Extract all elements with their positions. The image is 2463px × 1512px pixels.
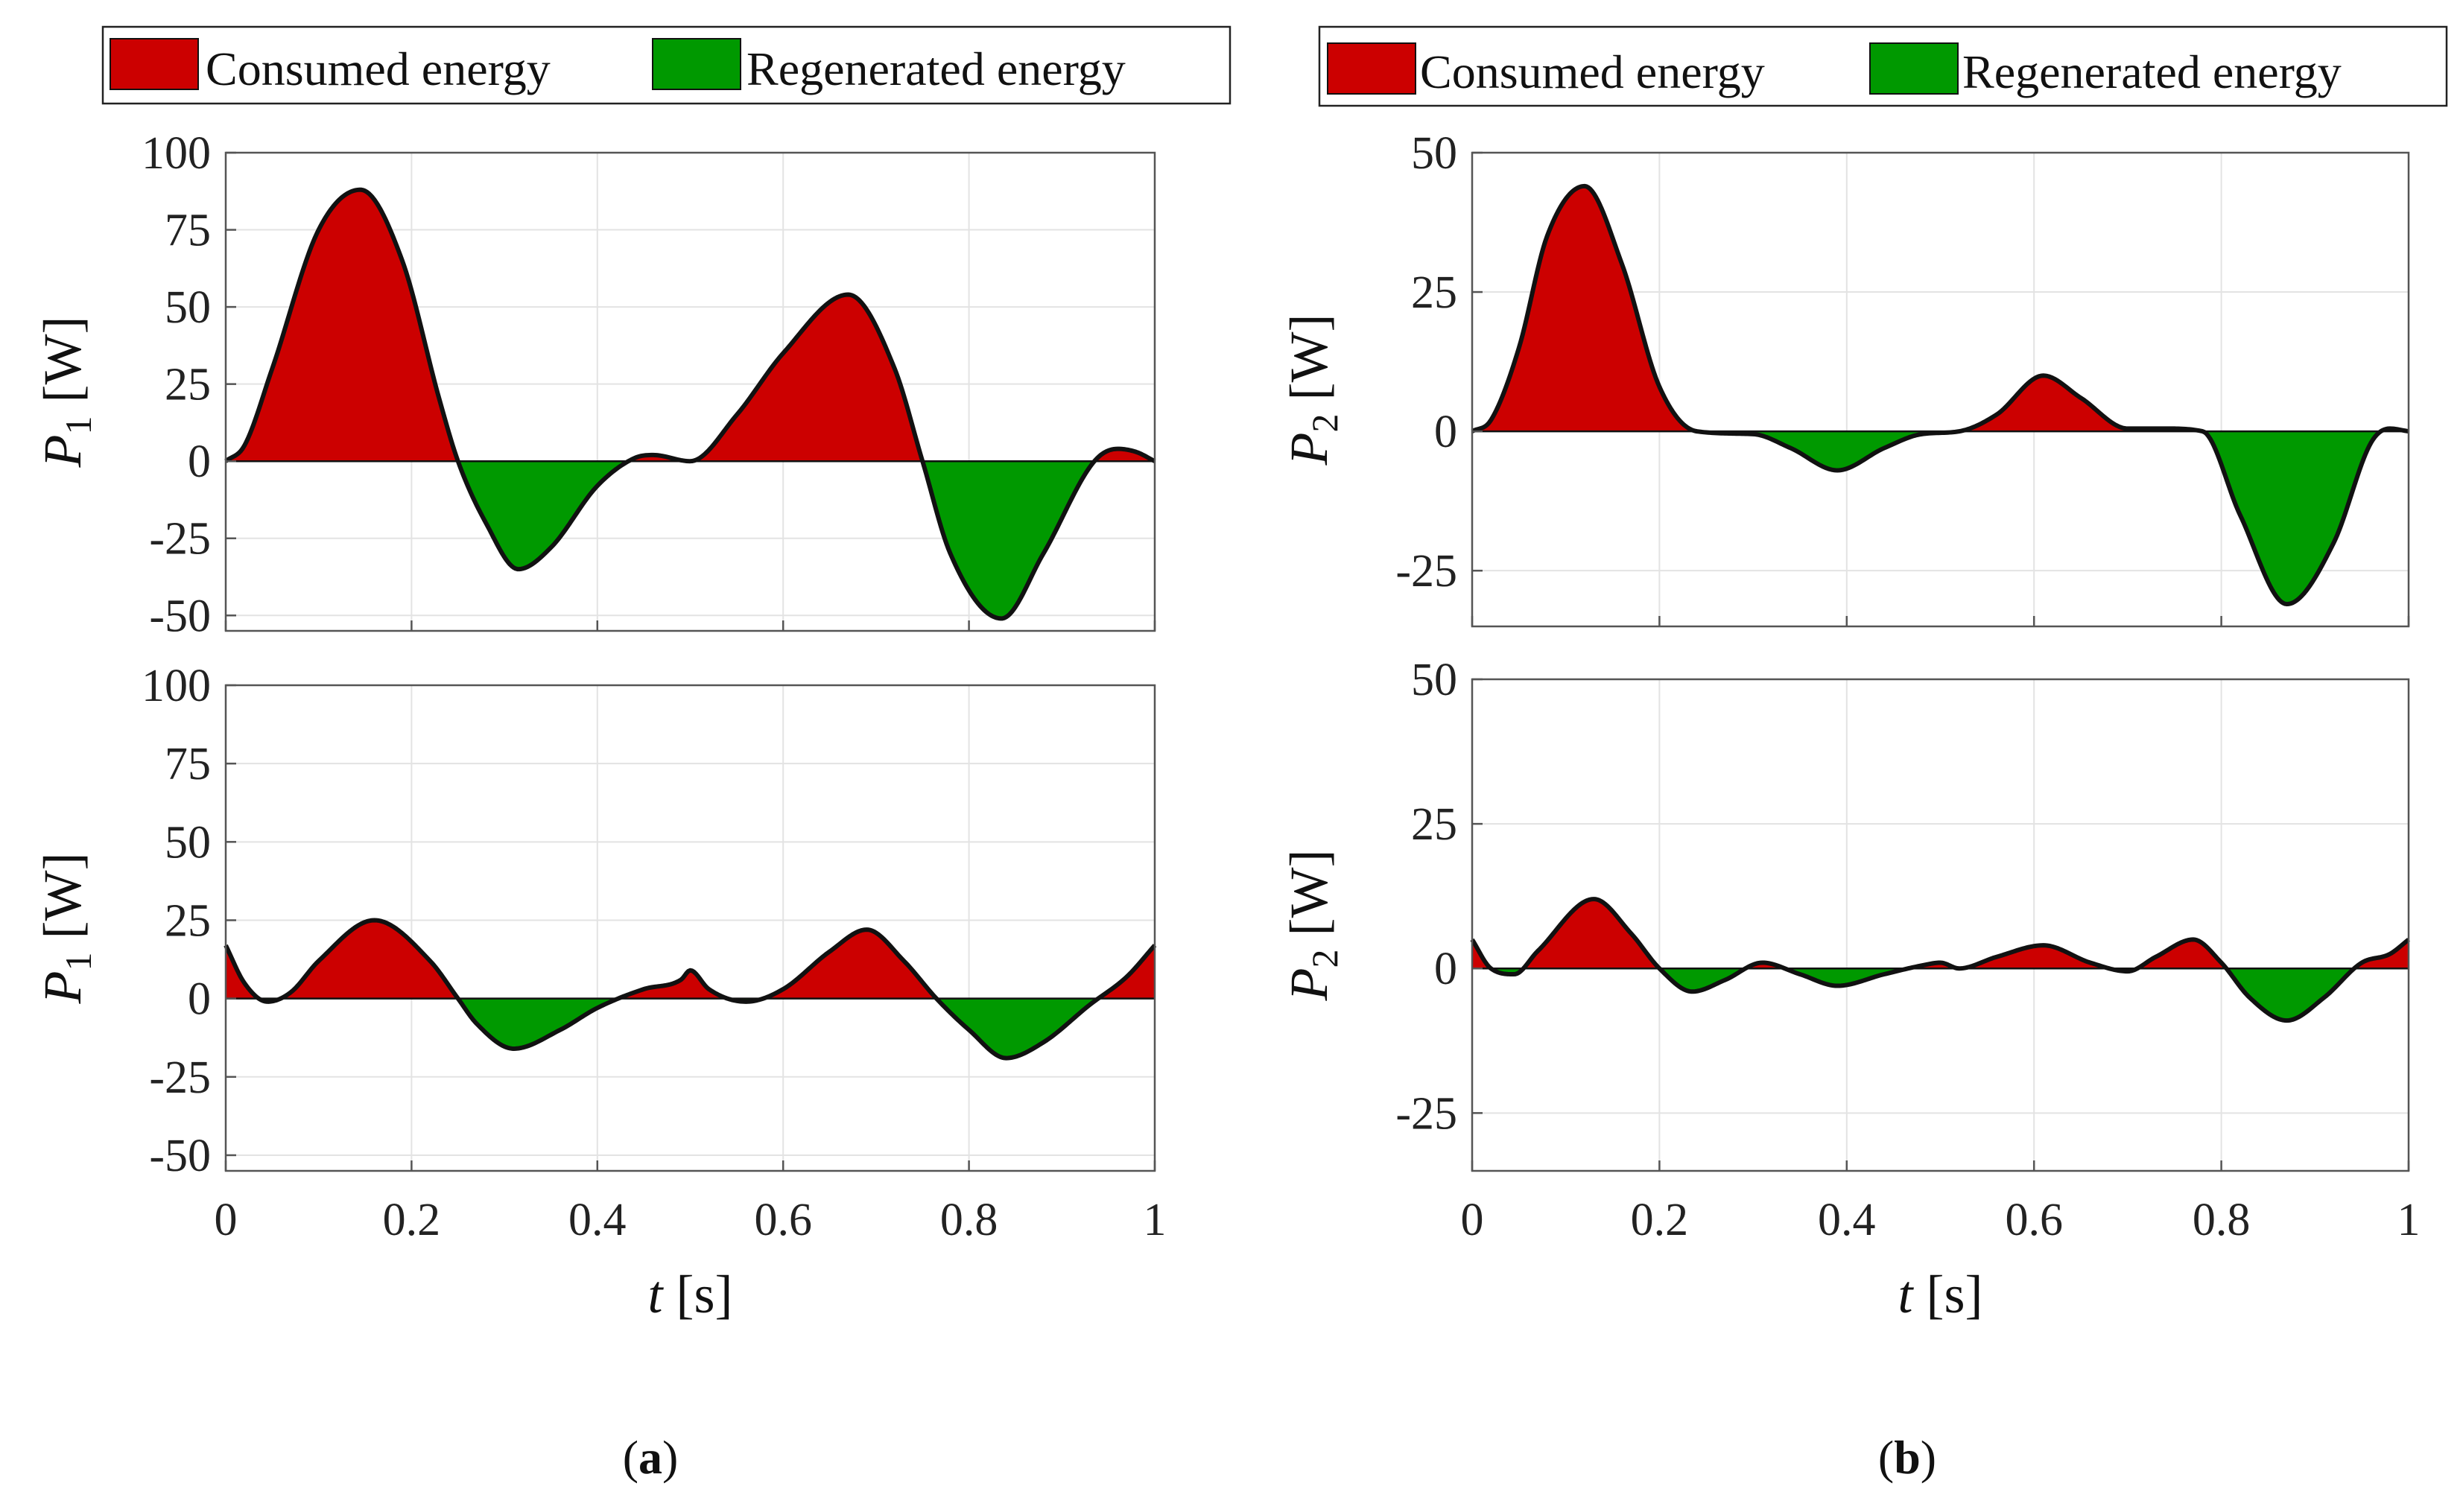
chart-a-bottom-power-curve — [224, 918, 1157, 1061]
chart-a-top-ytick-label-0: 100 — [142, 128, 211, 179]
legend-b: Consumed energy Regenerated energy — [1318, 25, 2448, 107]
chart-a-bottom-xlabel: t [s] — [648, 1265, 733, 1324]
chart-a-top-ytick-label-4: 0 — [188, 436, 211, 487]
chart-a-bottom-ytick-label-3: 25 — [165, 895, 211, 946]
chart-a-top-ylabel-symbol: P — [33, 434, 92, 468]
legend-a: Consumed energy Regenerated energy — [101, 25, 1232, 105]
legend-a-regenerated-swatch — [652, 38, 741, 90]
chart-a-top-ylabel-unit: [W] — [33, 317, 92, 416]
chart-a-top-power-curve — [224, 187, 1156, 621]
caption-b-letter: b — [1894, 1431, 1921, 1484]
chart-b-bottom-ylabel-unit: [W] — [1279, 850, 1339, 950]
chart-b-bottom-ytick-label-3: -25 — [1395, 1088, 1457, 1139]
chart-b-bottom-xtick-label-2: 0.4 — [1818, 1195, 1876, 1245]
chart-b-bottom-xtick-label-1: 0.2 — [1631, 1195, 1689, 1245]
chart-a-bottom-ytick-label-5: -25 — [149, 1052, 211, 1103]
legend-b-consumed-label: Consumed energy — [1420, 45, 1765, 98]
chart-b-bottom-ylabel-subscript: 2 — [1304, 949, 1345, 968]
chart-a-bottom-ytick-label-2: 50 — [165, 817, 211, 868]
chart-b-bottom-ylabel: P2 [W] — [1279, 850, 1345, 1002]
chart-a-bottom-ylabel: P1 [W] — [33, 853, 99, 1005]
chart-b-top-ytick-label-0: 50 — [1411, 128, 1457, 179]
chart-b-top-ylabel-subscript: 2 — [1304, 413, 1345, 432]
chart-a-bottom-ylabel-unit: [W] — [33, 853, 92, 953]
chart-b-top-power-curve — [1471, 183, 2409, 607]
chart-a-bottom-xtick-label-3: 0.6 — [754, 1195, 812, 1245]
chart-a-bottom-ytick-label-4: 0 — [188, 974, 211, 1025]
legend-a-consumed-label: Consumed energy — [206, 42, 551, 95]
chart-a-top-regenerated-area — [226, 461, 1155, 619]
chart-b-top-axes-box — [1471, 151, 2410, 628]
chart-b-bottom-consumed-area — [1472, 899, 2409, 969]
chart-a-bottom-xlabel-symbol: t — [648, 1265, 665, 1324]
chart-b-top-regenerated-area — [1472, 431, 2409, 605]
chart-b-bottom-xtick-label-5: 1 — [2397, 1195, 2421, 1245]
chart-a-top-ylabel-subscript: 1 — [57, 416, 99, 434]
chart-b-top-ytick-label-2: 0 — [1434, 407, 1457, 457]
chart-a-top-ytick-label-5: -25 — [149, 514, 211, 565]
chart-a-top-ytick-label-2: 50 — [165, 282, 211, 333]
chart-a-bottom-ytick-label-1: 75 — [165, 739, 211, 790]
chart-a-bottom-xtick-label-5: 1 — [1144, 1195, 1167, 1245]
chart-a-bottom-ylabel-symbol: P — [33, 971, 92, 1004]
legend-b-regenerated-swatch — [1869, 42, 1959, 95]
chart-a-bottom-xtick-label-2: 0.4 — [568, 1195, 627, 1245]
chart-b-top-ylabel-unit: [W] — [1279, 314, 1339, 414]
chart-a-bottom-xtick-label-4: 0.8 — [940, 1195, 998, 1245]
chart-b-bottom-power-curve — [1470, 897, 2410, 1023]
chart-b-top-ytick-label-3: -25 — [1395, 546, 1457, 597]
chart-b-bottom-ylabel-symbol: P — [1279, 968, 1339, 1001]
chart-b-bottom-xtick-label-3: 0.6 — [2005, 1195, 2063, 1245]
legend-b-regenerated-label: Regenerated energy — [1962, 45, 2342, 98]
chart-b-top-ylabel: P2 [W] — [1279, 314, 1345, 466]
chart-b-bottom-ytick-label-2: 0 — [1434, 944, 1457, 994]
chart-b-bottom-ytick-label-1: 25 — [1411, 799, 1457, 850]
chart-b-top: 50 25 0 -25 P2 [W] — [1279, 128, 2410, 628]
chart-a-bottom-ylabel-subscript: 1 — [57, 952, 99, 971]
chart-a-top-ylabel: P1 [W] — [33, 317, 99, 468]
chart-a-bottom-consumed-area — [226, 920, 1155, 999]
caption-b: (b) — [1878, 1431, 1936, 1484]
chart-a-bottom-ytick-label-6: -50 — [149, 1131, 211, 1181]
chart-b-bottom: 50 25 0 -25 0 0.2 0.4 0.6 0.8 1 P2 [W] t [s] — [1279, 655, 2421, 1324]
chart-a-bottom-xtick-label-0: 0 — [215, 1195, 238, 1245]
chart-b-bottom-xlabel-symbol: t — [1898, 1265, 1915, 1324]
caption-a-letter: a — [638, 1431, 662, 1484]
chart-a-top-ytick-label-1: 75 — [165, 206, 211, 256]
chart-a-bottom-xlabel-unit: [s] — [663, 1265, 733, 1324]
chart-b-top-ytick-label-1: 25 — [1411, 267, 1457, 318]
chart-b-bottom-xlabel-unit: [s] — [1913, 1265, 1983, 1324]
chart-a-top: 100 75 50 25 0 -25 -50 P1 [W] — [33, 128, 1156, 641]
chart-b-bottom-ytick-label-0: 50 — [1411, 655, 1457, 705]
chart-a-top-ytick-label-6: -50 — [149, 591, 211, 641]
legend-b-consumed-swatch — [1327, 42, 1416, 95]
chart-b-bottom-xlabel: t [s] — [1898, 1265, 1983, 1324]
chart-a-top-ytick-label-3: 25 — [165, 360, 211, 410]
chart-b-bottom-xtick-label-0: 0 — [1461, 1195, 1484, 1245]
chart-a-bottom-axes-box — [224, 684, 1156, 1172]
chart-a-top-axes-box — [224, 151, 1156, 632]
legend-a-regenerated-label: Regenerated energy — [746, 42, 1126, 95]
chart-b-bottom-xtick-label-4: 0.8 — [2193, 1195, 2251, 1245]
chart-b-bottom-regenerated-area — [1472, 968, 2409, 1021]
chart-b-top-consumed-area — [1472, 185, 2409, 432]
legend-a-consumed-swatch — [110, 38, 199, 90]
chart-a-bottom-xtick-label-1: 0.2 — [383, 1195, 441, 1245]
caption-a: (a) — [623, 1431, 679, 1484]
chart-b-bottom-plot-area — [1472, 679, 2409, 1171]
chart-a-top-consumed-area — [226, 189, 1155, 462]
chart-b-top-ylabel-symbol: P — [1279, 432, 1339, 466]
chart-a-bottom-ytick-label-0: 100 — [142, 661, 211, 711]
chart-b-bottom-axes-box — [1471, 678, 2410, 1172]
